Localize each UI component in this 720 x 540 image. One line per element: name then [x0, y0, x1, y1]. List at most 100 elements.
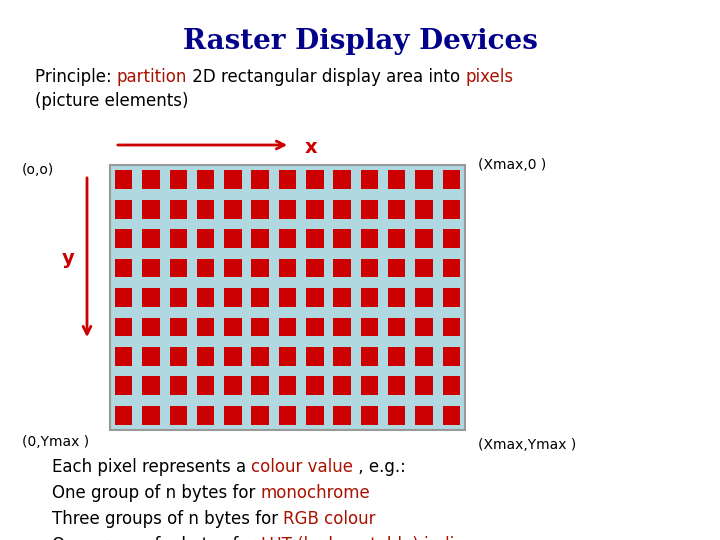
Bar	[251, 347, 269, 366]
Text: , e.g.:: , e.g.:	[354, 458, 406, 476]
Bar	[306, 170, 323, 189]
Bar	[388, 170, 405, 189]
Bar	[333, 200, 351, 219]
Bar	[443, 318, 460, 336]
Bar	[279, 288, 296, 307]
Bar	[251, 406, 269, 424]
Text: LUT (look-up table) indices: LUT (look-up table) indices	[261, 536, 482, 540]
Bar	[251, 200, 269, 219]
Bar	[224, 200, 242, 219]
Bar	[279, 318, 296, 336]
Text: (Xmax,0 ): (Xmax,0 )	[478, 158, 546, 172]
Bar	[197, 259, 215, 278]
Bar	[115, 229, 132, 248]
Bar	[443, 229, 460, 248]
Bar	[333, 259, 351, 278]
Bar	[279, 376, 296, 395]
Bar	[143, 347, 160, 366]
Bar	[388, 406, 405, 424]
Bar	[306, 288, 323, 307]
Bar	[197, 288, 215, 307]
Bar	[443, 347, 460, 366]
Bar	[443, 259, 460, 278]
Bar	[388, 376, 405, 395]
Bar	[224, 170, 242, 189]
Text: One group of n bytes for: One group of n bytes for	[52, 536, 261, 540]
Text: (0,Ymax ): (0,Ymax )	[22, 435, 89, 449]
Bar	[279, 229, 296, 248]
Bar	[197, 200, 215, 219]
Bar	[361, 288, 378, 307]
Bar	[224, 406, 242, 424]
Text: Raster Display Devices: Raster Display Devices	[183, 28, 537, 55]
Bar	[415, 200, 433, 219]
Bar	[306, 200, 323, 219]
Bar	[169, 406, 187, 424]
Bar	[279, 347, 296, 366]
Bar	[388, 347, 405, 366]
Text: (picture elements): (picture elements)	[35, 92, 189, 110]
Bar	[110, 165, 465, 430]
Bar	[333, 347, 351, 366]
Bar	[306, 229, 323, 248]
Bar	[361, 376, 378, 395]
Bar	[143, 200, 160, 219]
Bar	[415, 229, 433, 248]
Bar	[143, 288, 160, 307]
Text: One group of n bytes for: One group of n bytes for	[52, 484, 261, 502]
Bar	[115, 200, 132, 219]
Bar	[361, 200, 378, 219]
Bar	[169, 376, 187, 395]
Bar	[443, 170, 460, 189]
Bar	[224, 259, 242, 278]
Bar	[143, 229, 160, 248]
Bar	[115, 318, 132, 336]
Bar	[333, 170, 351, 189]
Bar	[251, 170, 269, 189]
Text: Principle:: Principle:	[35, 68, 117, 86]
Text: (o,o): (o,o)	[22, 163, 54, 177]
Text: monochrome: monochrome	[261, 484, 370, 502]
Bar	[197, 376, 215, 395]
Bar	[415, 406, 433, 424]
Bar	[169, 229, 187, 248]
Bar	[169, 170, 187, 189]
Bar	[443, 288, 460, 307]
Bar	[388, 318, 405, 336]
Bar	[415, 347, 433, 366]
Bar	[197, 170, 215, 189]
Bar	[224, 229, 242, 248]
Bar	[169, 318, 187, 336]
Bar	[279, 170, 296, 189]
Bar	[115, 288, 132, 307]
Bar	[197, 406, 215, 424]
Bar	[115, 376, 132, 395]
Text: pixels: pixels	[466, 68, 514, 86]
Bar	[333, 229, 351, 248]
Bar	[143, 318, 160, 336]
Text: 2D rectangular display area into: 2D rectangular display area into	[187, 68, 466, 86]
Bar	[115, 406, 132, 424]
Text: y: y	[62, 248, 74, 267]
Bar	[388, 288, 405, 307]
Text: RGB colour: RGB colour	[284, 510, 376, 528]
Bar	[197, 347, 215, 366]
Bar	[443, 376, 460, 395]
Bar	[279, 200, 296, 219]
Bar	[388, 229, 405, 248]
Text: (Xmax,Ymax ): (Xmax,Ymax )	[478, 438, 576, 452]
Bar	[251, 259, 269, 278]
Bar	[415, 170, 433, 189]
Bar	[115, 170, 132, 189]
Bar	[415, 318, 433, 336]
Bar	[361, 229, 378, 248]
Bar	[115, 347, 132, 366]
Bar	[197, 318, 215, 336]
Bar	[251, 229, 269, 248]
Text: Each pixel represents a: Each pixel represents a	[52, 458, 251, 476]
Bar	[388, 200, 405, 219]
Bar	[333, 406, 351, 424]
Bar	[306, 406, 323, 424]
Text: Three groups of n bytes for: Three groups of n bytes for	[52, 510, 284, 528]
Bar	[361, 259, 378, 278]
